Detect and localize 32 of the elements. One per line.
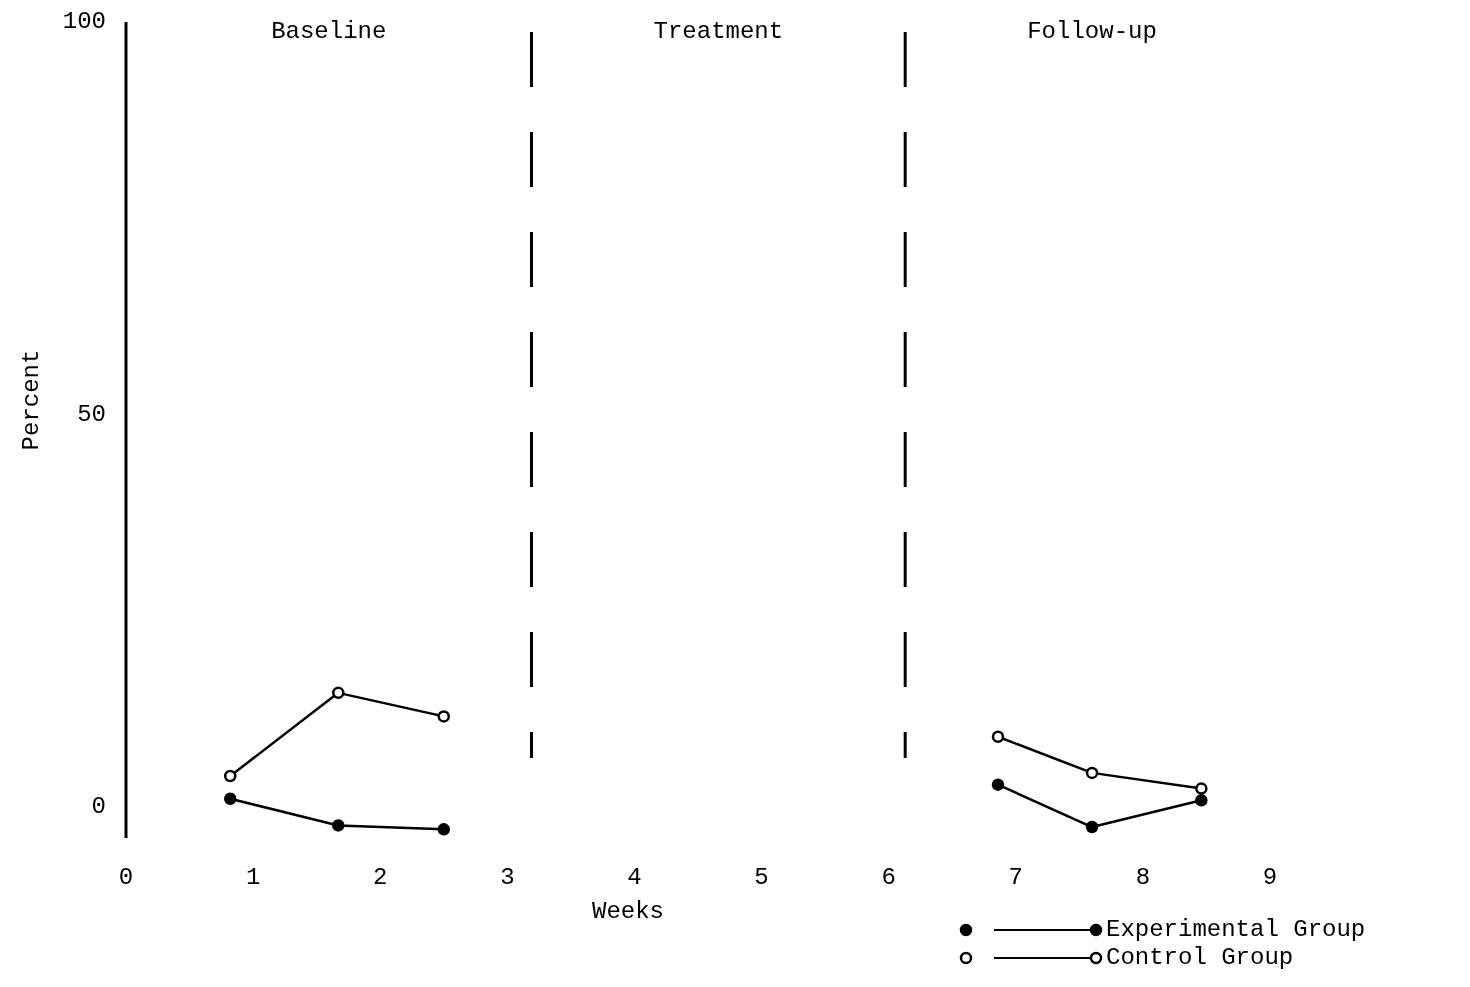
legend-label: Experimental Group: [1106, 916, 1366, 944]
y-tick-label: 0: [91, 792, 106, 820]
point: [1085, 766, 1099, 780]
x-tick-label: 5: [754, 864, 769, 891]
point: [223, 769, 237, 783]
point: [1195, 794, 1208, 807]
point: [991, 778, 1005, 791]
x-tick-label: 2: [373, 864, 388, 891]
x-tick-label: 4: [627, 864, 642, 891]
x-tick-label: 1: [245, 864, 261, 891]
point: [1085, 820, 1099, 834]
annotation: Treatment: [653, 18, 784, 45]
x-tick-label: 0: [118, 864, 134, 891]
legend-label: Control Group: [1106, 944, 1294, 972]
annotation: Baseline: [271, 18, 387, 45]
x-tick-label: 7: [1008, 864, 1023, 891]
x-tick-label: 3: [500, 864, 515, 891]
point: [991, 730, 1005, 744]
y-axis-title: Percent: [18, 349, 45, 451]
point: [437, 823, 451, 836]
point: [437, 710, 451, 723]
x-tick-label: 6: [881, 864, 896, 891]
point: [223, 792, 237, 806]
x-tick-label: 8: [1135, 864, 1151, 891]
y-tick-label: 50: [77, 400, 106, 428]
point: [332, 686, 345, 700]
point: [332, 819, 345, 832]
x-tick-label: 9: [1262, 864, 1278, 891]
point: [1195, 782, 1208, 795]
annotation: Follow-up: [1027, 18, 1157, 45]
y-tick-label: 100: [62, 8, 106, 36]
x-axis-title: Weeks: [591, 898, 665, 925]
